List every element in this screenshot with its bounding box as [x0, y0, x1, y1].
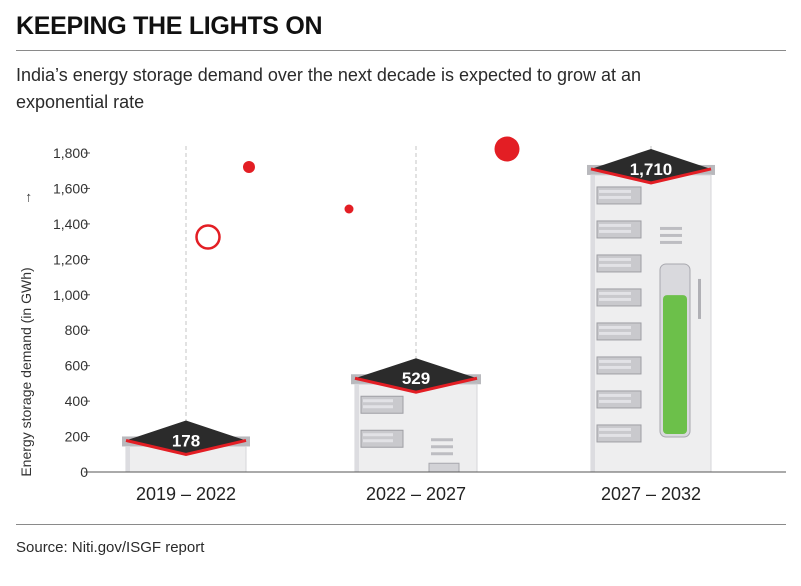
vent-line [660, 240, 682, 244]
window-slat [599, 297, 631, 301]
window-slat [599, 195, 631, 199]
y-axis-arrow: → [18, 191, 34, 205]
bar-chart: 178 529 1,710 0 200 400 600 800 1,000 1,200 1,400… [18, 136, 790, 504]
window-slat [599, 223, 631, 227]
y-tick-label: 1,200 [53, 251, 88, 267]
decorative-dot [243, 161, 255, 173]
bar-building: 529 [351, 358, 481, 473]
vent-line [431, 452, 453, 456]
window-slat [363, 405, 393, 409]
title-divider [16, 50, 786, 51]
vent-line [431, 438, 453, 442]
y-tick-label: 600 [65, 358, 89, 374]
y-tick-label: 200 [65, 429, 89, 445]
window [596, 186, 642, 205]
chart-subtitle: India’s energy storage demand over the n… [16, 65, 642, 112]
decorative-dot [494, 136, 520, 162]
y-tick-label: 1,600 [53, 180, 88, 196]
window-slat [599, 189, 631, 193]
window [596, 220, 642, 239]
baseline-mask [90, 473, 790, 481]
footer-divider [16, 524, 786, 525]
bar-roof-edge [590, 167, 712, 185]
y-tick-label: 1,000 [53, 287, 88, 303]
window [360, 429, 404, 448]
window-slat [599, 365, 631, 369]
bar-value-label: 529 [402, 369, 430, 388]
window [360, 395, 404, 414]
bar-shade [126, 446, 130, 472]
window-slat [599, 331, 631, 335]
vent-line [660, 226, 682, 230]
bar-building: 1,710 [587, 148, 715, 473]
vent-line [660, 233, 682, 237]
window-slat [599, 399, 631, 403]
vent-line [431, 445, 453, 449]
bar-value-label: 1,710 [630, 160, 673, 179]
battery-handle [698, 278, 701, 319]
battery-fill [663, 295, 687, 434]
decorative-dot [344, 204, 354, 214]
x-categories: 2019 – 2022 2022 – 2027 2027 – 2032 [136, 484, 701, 504]
chart-title: KEEPING THE LIGHTS ON [16, 12, 323, 40]
bar-building: 178 [122, 420, 250, 473]
y-tick-label: 400 [65, 393, 89, 409]
bar-shade [591, 174, 595, 472]
y-axis-label: Energy storage demand (in GWh) [18, 267, 34, 476]
bar-roof-edge [125, 438, 247, 456]
window-slat [363, 433, 393, 437]
window-slat [599, 359, 631, 363]
window [596, 390, 642, 409]
window-slat [599, 291, 631, 295]
window [596, 254, 642, 273]
bar-roof-edge [354, 376, 478, 394]
bar-value-label: 178 [172, 431, 200, 450]
x-category-label: 2019 – 2022 [136, 484, 236, 504]
window [596, 356, 642, 375]
axes: 0 200 400 600 800 1,000 1,200 1,400 1,600 1,800 2… [18, 145, 786, 504]
y-tick-label: 0 [80, 464, 88, 480]
window-slat [599, 263, 631, 267]
window-slat [599, 393, 631, 397]
decorations [195, 136, 520, 250]
x-category-label: 2022 – 2027 [366, 484, 466, 504]
y-tick-label: 800 [65, 322, 89, 338]
window-slat [363, 439, 393, 443]
window [596, 322, 642, 341]
y-tick-label: 1,800 [53, 145, 88, 161]
bar-shade [355, 384, 359, 472]
window-slat [599, 229, 631, 233]
window-slat [363, 399, 393, 403]
x-category-label: 2027 – 2032 [601, 484, 701, 504]
source-note: Source: Niti.gov/ISGF report [16, 539, 205, 556]
door [428, 462, 460, 473]
window-slat [599, 257, 631, 261]
y-ticks: 0 200 400 600 800 1,000 1,200 1,400 1,600 1,800 [53, 145, 90, 480]
window-slat [599, 433, 631, 437]
y-tick-label: 1,400 [53, 216, 88, 232]
window-slat [599, 325, 631, 329]
decorative-ring [195, 224, 221, 250]
window [596, 288, 642, 307]
bars: 178 529 1,710 [90, 148, 790, 481]
window-slat [599, 427, 631, 431]
window [596, 424, 642, 443]
